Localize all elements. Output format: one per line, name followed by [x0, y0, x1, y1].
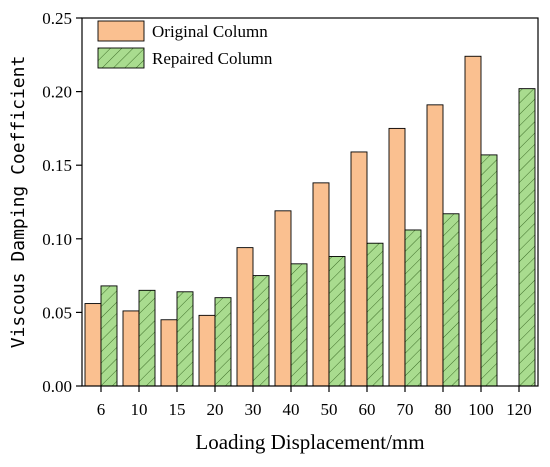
bar-original-50: [312, 182, 330, 387]
x-tick-label: 100: [468, 400, 494, 419]
y-tick-label: 0.25: [42, 9, 72, 28]
x-tick-label: 10: [131, 400, 148, 419]
x-tick-label: 70: [397, 400, 414, 419]
y-tick-label: 0.10: [42, 230, 72, 249]
bar-original-6: [84, 303, 102, 387]
bar-original-100: [464, 55, 482, 387]
bar-repaired-10: [138, 289, 156, 387]
y-tick-label: 0.05: [42, 303, 72, 322]
bar-repaired-15: [176, 291, 194, 387]
y-tick-label: 0.20: [42, 83, 72, 102]
bar-repaired-60: [366, 242, 384, 387]
legend-label-repaired: Repaired Column: [152, 49, 273, 68]
legend-swatch-repaired: [97, 47, 145, 69]
bar-repaired-40: [290, 263, 308, 387]
y-tick-label: 0.00: [42, 377, 72, 396]
bar-original-60: [350, 151, 368, 387]
bar-original-30: [236, 247, 254, 387]
x-tick-label: 6: [97, 400, 106, 419]
bar-original-40: [274, 210, 292, 387]
bar-repaired-30: [252, 275, 270, 387]
x-tick-label: 120: [506, 400, 532, 419]
x-tick-label: 50: [321, 400, 338, 419]
bar-repaired-80: [442, 213, 460, 387]
bar-repaired-50: [328, 256, 346, 387]
bar-original-15: [160, 319, 178, 387]
legend-label-original: Original Column: [152, 22, 268, 41]
x-tick-label: 30: [245, 400, 262, 419]
legend-swatch-original: [97, 20, 145, 42]
x-tick-label: 20: [207, 400, 224, 419]
bar-repaired-70: [404, 229, 422, 387]
plot-area-frame: [81, 17, 539, 387]
bar-repaired-20: [214, 297, 232, 387]
bar-original-70: [388, 127, 406, 387]
y-tick-label: 0.15: [42, 156, 72, 175]
bar-original-20: [198, 314, 216, 387]
bar-repaired-100: [480, 154, 498, 387]
y-axis-label: Viscous Damping Coefficient: [8, 56, 29, 349]
bar-original-10: [122, 310, 140, 387]
bar-repaired-120: [518, 88, 536, 387]
x-axis-label: Loading Displacement/mm: [195, 430, 424, 454]
legend: Original Column Repaired Column: [97, 20, 273, 69]
x-tick-label: 15: [169, 400, 186, 419]
bar-original-80: [426, 104, 444, 387]
x-tick-label: 60: [359, 400, 376, 419]
x-tick-label: 40: [283, 400, 300, 419]
bar-repaired-6: [100, 285, 118, 387]
x-tick-label: 80: [435, 400, 452, 419]
